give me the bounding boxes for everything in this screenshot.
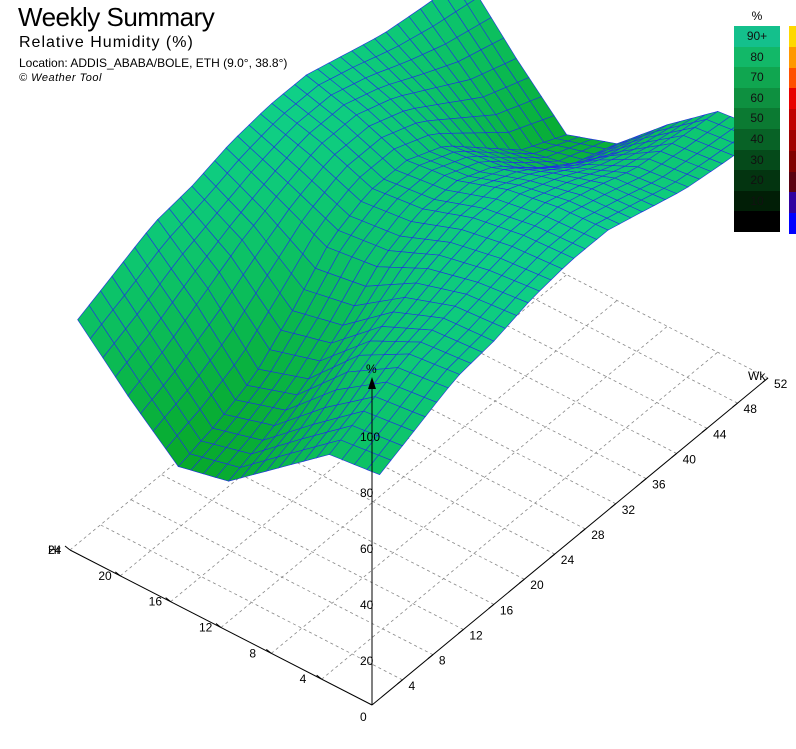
surface-cell	[366, 454, 392, 476]
hour-tick-label: 8	[249, 646, 256, 660]
hour-tick-label: 20	[98, 569, 112, 583]
hour-tick-label: 24	[48, 543, 62, 557]
week-tick	[397, 679, 403, 685]
week-tick	[610, 503, 617, 509]
legend-entry: 70	[734, 67, 780, 88]
week-tick	[579, 528, 586, 534]
legend-entry: 80	[734, 46, 780, 68]
color-legend: % 90+ 80 70 60 50 40 30 20 10	[734, 6, 780, 232]
week-axis-line	[371, 377, 769, 706]
week-tick	[518, 578, 525, 584]
week-tick-label: 52	[774, 377, 788, 391]
hour-tick	[165, 597, 171, 603]
hour-tick	[115, 571, 121, 577]
humidity-tick-label: 40	[360, 598, 374, 612]
humidity-surface	[77, 0, 769, 482]
week-tick	[427, 654, 434, 660]
week-tick	[671, 453, 677, 458]
week-tick	[458, 629, 464, 634]
legend-side-strip	[789, 26, 796, 234]
legend-strip-band	[789, 129, 796, 151]
legend-strip-band	[789, 88, 796, 110]
humidity-tick-label: 100	[360, 430, 380, 444]
week-tick-label: 8	[439, 654, 446, 668]
legend-entry: 50	[734, 108, 780, 129]
legend-entry: 60	[734, 87, 780, 109]
week-tick-label: 32	[622, 503, 636, 517]
week-tick	[549, 553, 556, 559]
hour-tick	[215, 623, 222, 628]
page-title: Weekly Summary	[18, 2, 215, 32]
legend-unit: %	[751, 9, 763, 23]
week-tick	[762, 377, 769, 383]
legend-entry: 40	[734, 128, 780, 150]
week-tick	[732, 402, 738, 408]
week-tick	[640, 478, 647, 484]
legend-strip-band	[789, 109, 796, 130]
chart-subtitle: Relative Humidity (%)	[19, 34, 194, 51]
grid-line-week	[100, 524, 403, 681]
legend-entry: 90+	[734, 26, 780, 47]
week-tick	[488, 603, 495, 609]
week-tick-label: 4	[408, 679, 415, 693]
humidity-tick-label: 0	[360, 710, 367, 724]
humidity-axis-arrow	[368, 377, 376, 389]
legend-strip-band	[789, 171, 796, 193]
legend-strip-band	[789, 46, 796, 68]
humidity-tick-label: 20	[360, 654, 374, 668]
hour-tick	[316, 674, 322, 680]
legend-entry: 10	[734, 190, 780, 212]
legend-strip-band	[789, 26, 796, 47]
legend-entry: 30	[734, 149, 780, 171]
legend-strip-band	[789, 67, 796, 89]
legend-strip-band	[789, 192, 796, 214]
hour-tick-label: 4	[300, 672, 307, 686]
credit-label: © Weather Tool	[19, 72, 102, 84]
week-tick-label: 12	[469, 629, 483, 643]
grid-line-hour	[220, 300, 618, 628]
week-tick-label: 48	[744, 402, 758, 416]
grid-line-hour	[321, 351, 718, 680]
week-tick-label: 36	[652, 478, 666, 492]
humidity-tick-label: 80	[360, 486, 374, 500]
week-tick-label: 24	[561, 553, 575, 567]
legend-strip-band	[789, 213, 796, 234]
week-tick-label: 16	[500, 603, 514, 617]
week-tick-label: 20	[530, 578, 544, 592]
week-tick-label: 44	[713, 427, 727, 441]
humidity-axis-label: %	[366, 362, 377, 376]
week-tick-label: 40	[683, 452, 697, 466]
week-tick	[701, 427, 708, 433]
axes: 4812162024283236404448524812162024020406…	[48, 362, 788, 724]
legend-entry: 20	[734, 170, 780, 191]
hour-axis-label: Hr	[48, 543, 61, 557]
week-tick-label: 28	[591, 528, 605, 542]
hour-tick-label: 16	[149, 595, 163, 609]
week-axis-label: Wk	[748, 369, 766, 383]
legend-strip-band	[789, 150, 796, 172]
grid-line-hour	[271, 326, 668, 654]
hour-tick	[64, 545, 71, 551]
legend-entry	[734, 211, 780, 232]
hour-tick-label: 12	[199, 621, 213, 635]
location-label: Location: ADDIS_ABABA/BOLE, ETH (9.0°, 3…	[19, 56, 288, 70]
hour-tick	[266, 648, 272, 654]
humidity-tick-label: 60	[360, 542, 374, 556]
grid-line-week	[161, 474, 464, 630]
